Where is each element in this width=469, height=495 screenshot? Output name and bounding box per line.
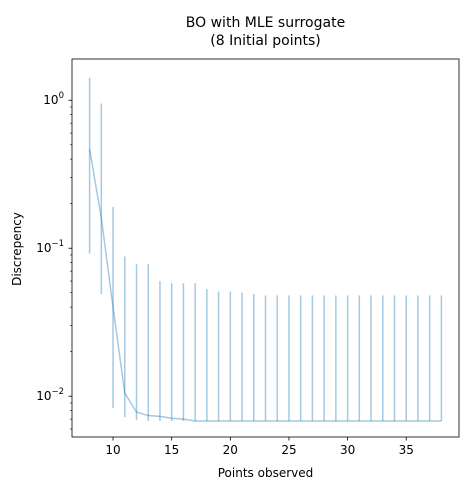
series-line bbox=[88, 148, 442, 422]
y-tick-label: 100 bbox=[43, 91, 64, 107]
x-tick-label: 35 bbox=[399, 443, 414, 457]
x-tick-label: 20 bbox=[223, 443, 238, 457]
chart-title: BO with MLE surrogate bbox=[186, 15, 345, 31]
x-axis-label: Points observed bbox=[218, 466, 314, 480]
x-tick-label: 10 bbox=[105, 443, 120, 457]
chart-subtitle: (8 Initial points) bbox=[210, 33, 320, 49]
y-tick-label: 10−2 bbox=[36, 387, 64, 403]
x-tick-label: 15 bbox=[164, 443, 179, 457]
x-tick-label: 30 bbox=[340, 443, 355, 457]
x-tick-label: 25 bbox=[281, 443, 296, 457]
y-axis-label: Discrepency bbox=[10, 212, 24, 286]
plot-area: 10 15 20 25 30 35 10−2 10−1 100 bbox=[36, 58, 460, 457]
y-tick-label: 10−1 bbox=[36, 239, 64, 255]
